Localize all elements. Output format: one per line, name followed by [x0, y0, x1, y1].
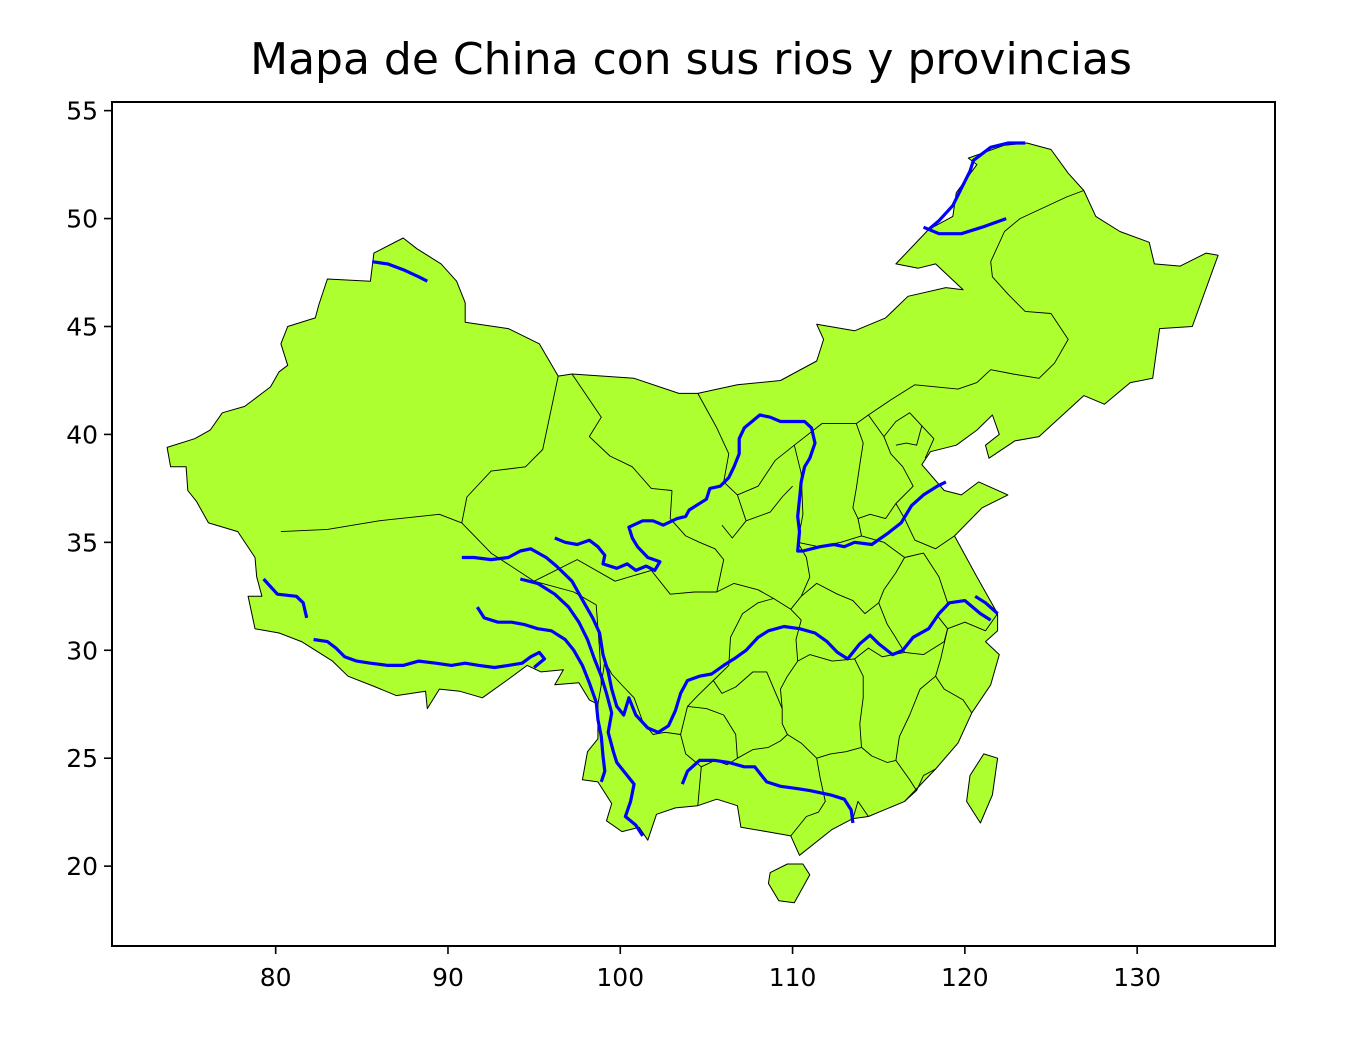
province-border — [904, 768, 936, 802]
river-line — [680, 758, 855, 824]
landmass-hainan — [767, 863, 811, 904]
y-tick-label: 35 — [66, 528, 98, 557]
province-border — [697, 393, 747, 539]
province-border — [712, 598, 792, 709]
province-border — [895, 760, 917, 791]
y-tick-label: 30 — [66, 636, 98, 665]
province-border — [857, 414, 914, 520]
province-border — [461, 376, 559, 523]
river-line — [475, 606, 607, 783]
x-axis: 80 90 100 110 120 130 — [260, 946, 1161, 992]
landmass-mainland — [166, 142, 1219, 856]
province-border — [745, 485, 793, 522]
river-line — [974, 594, 999, 615]
y-axis: 20 25 30 35 40 45 50 55 — [66, 97, 112, 881]
river-line — [922, 217, 1007, 236]
river-line — [554, 413, 947, 572]
province-border — [947, 613, 998, 632]
province-border — [571, 373, 673, 491]
province-border — [687, 705, 738, 759]
province-border — [895, 503, 955, 550]
x-tick-label: 110 — [769, 963, 817, 992]
province-border — [716, 582, 774, 599]
rivers — [262, 141, 1026, 837]
x-tick-label: 80 — [260, 963, 292, 992]
river-line — [313, 637, 547, 670]
province-border — [790, 596, 802, 662]
province-border — [669, 490, 725, 593]
province-border — [921, 425, 935, 459]
province-border — [680, 680, 714, 768]
x-tick-label: 100 — [596, 963, 644, 992]
x-tick-label: 90 — [432, 963, 464, 992]
x-tick-label: 130 — [1113, 963, 1161, 992]
province-border — [935, 628, 973, 714]
plot-area — [112, 102, 1275, 946]
province-border — [852, 800, 869, 819]
river-line — [927, 141, 1026, 231]
y-tick-label: 45 — [66, 312, 98, 341]
y-tick-label: 55 — [66, 97, 98, 126]
china-landmass — [166, 142, 1219, 904]
province-border — [794, 190, 1084, 446]
y-tick-label: 20 — [66, 852, 98, 881]
river-line — [519, 577, 645, 837]
river-line — [461, 547, 992, 734]
map-title: Mapa de China con sus rios y provincias — [250, 34, 1132, 85]
river-line — [371, 260, 429, 283]
y-tick-label: 25 — [66, 744, 98, 773]
x-tick-label: 120 — [941, 963, 989, 992]
y-tick-label: 40 — [66, 420, 98, 449]
province-border — [280, 513, 462, 533]
province-border — [780, 654, 855, 735]
plot-frame — [111, 101, 1276, 947]
province-border — [790, 758, 826, 837]
province-border — [737, 444, 811, 597]
y-tick-label: 50 — [66, 205, 98, 234]
landmass-taiwan — [966, 753, 999, 824]
river-line — [262, 577, 309, 619]
